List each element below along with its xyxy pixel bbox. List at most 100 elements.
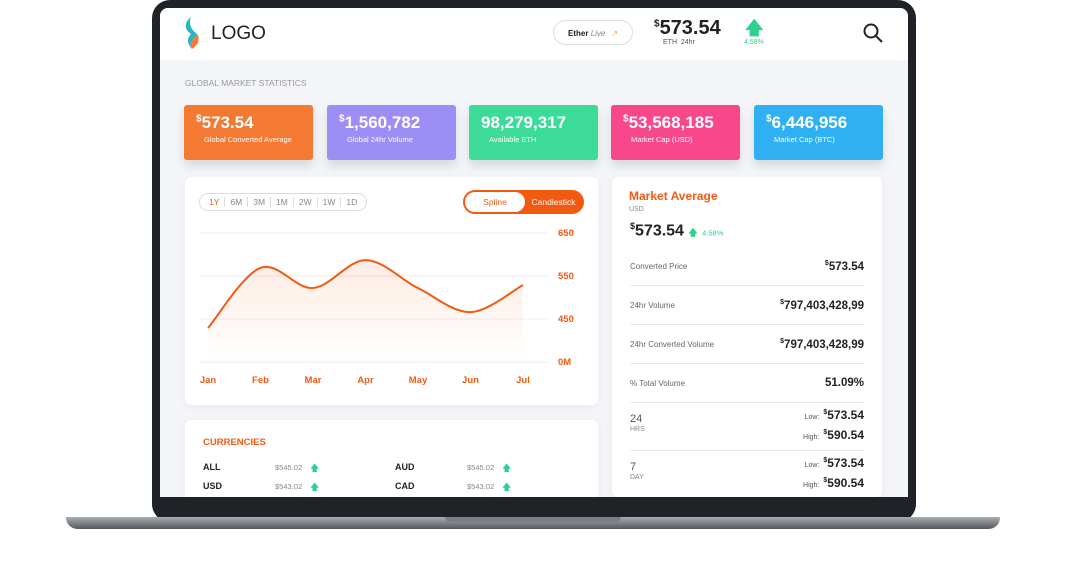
high-label: High: (803, 482, 820, 489)
line (207, 259, 524, 329)
market-title: Market Average (629, 189, 718, 203)
card-value: 98,279,317 (481, 113, 598, 133)
toggle-candlestick[interactable]: Candlestick (531, 197, 576, 207)
search-icon[interactable] (863, 23, 883, 43)
row-value: $797,403,428,99 (780, 338, 864, 351)
ticker-label: Ether (568, 29, 589, 38)
x-tick-label: Feb (252, 375, 269, 386)
low-label: Low: (804, 462, 820, 469)
header-price: $573.54 (654, 17, 721, 40)
card-label: Global Converted Average (204, 135, 292, 144)
section-title: GLOBAL MARKET STATISTICS (185, 78, 307, 88)
period-unit: HRS (630, 426, 645, 433)
x-tick-label: May (409, 375, 428, 386)
range-button[interactable]: 1Y (204, 197, 226, 207)
card-value: $53,568,185 (623, 113, 740, 133)
x-tick-label: Apr (357, 375, 374, 386)
toggle-spline[interactable]: Spline (465, 192, 525, 212)
laptop-base (66, 517, 1000, 529)
currency-price: $543.02 (275, 482, 303, 491)
currencies-title: CURRENCIES (203, 437, 266, 448)
up-arrow: 🡅 (310, 463, 320, 473)
laptop-notch (445, 517, 621, 522)
row-number: 573.54 (828, 260, 864, 273)
range-selector: 1Y 6M 3M 1M 2W 1W 1D (199, 193, 368, 211)
market-currency: USD (629, 206, 644, 213)
up-arrow: 🡅 (688, 227, 698, 238)
low-label: Low: (804, 414, 820, 421)
currency-price: $543.02 (467, 482, 495, 491)
row-value: 51.09% (825, 377, 864, 389)
chart-panel: 1Y 6M 3M 1M 2W 1W 1D Spline Candlestick 650 550… (185, 177, 598, 405)
row-label: 24hr Volume (630, 300, 675, 310)
card-symbol: $ (766, 113, 772, 125)
ticker-pill[interactable]: Ether Live ↗ (553, 20, 633, 45)
x-tick-label: Jul (516, 375, 530, 386)
row-number: 797,403,428,99 (784, 299, 864, 312)
unit: ETH (663, 39, 677, 46)
range-button[interactable]: 3M (248, 197, 272, 207)
price: 573.54 (635, 222, 684, 240)
range-button[interactable]: 1M (271, 197, 294, 207)
card-number: 573.54 (201, 113, 254, 132)
up-arrow: 🡅 (502, 482, 512, 492)
low-symbol: $ (823, 457, 828, 464)
market-row: % Total Volume 51.09% (630, 364, 864, 403)
price-symbol: $ (654, 18, 660, 30)
row-symbol: $ (780, 298, 785, 306)
high-symbol: $ (823, 477, 828, 484)
high-label: High: (803, 434, 820, 441)
period-unit: DAY (630, 474, 644, 481)
range-button[interactable]: 2W (294, 197, 318, 207)
card-number: 53,568,185 (628, 113, 714, 132)
card-label: Market Cap (BTC) (774, 135, 835, 144)
card-label: Available ETH (489, 135, 537, 144)
card-symbol: $ (623, 113, 629, 125)
y-tick-label: 550 (558, 271, 574, 282)
card-number: 98,279,317 (481, 113, 567, 132)
high-symbol: $ (823, 429, 828, 436)
row-value: $573.54 (825, 260, 864, 273)
row-label: 24hr Converted Volume (630, 339, 715, 349)
currencies-panel: CURRENCIES ALL $545.02 🡅 AUD $545.02 🡅 USD $543… (185, 420, 598, 497)
period-row: 24 HRS Low:$573.54 High:$590.54 (630, 403, 864, 451)
market-price: $573.54 🡅 4.58% (630, 221, 723, 241)
logo-icon (185, 17, 199, 49)
row-symbol: $ (824, 259, 829, 267)
x-tick-label: Jun (462, 375, 479, 386)
x-tick-label: Jan (200, 375, 217, 386)
currency-code: USD (203, 481, 223, 491)
range-button[interactable]: 6M (225, 197, 249, 207)
up-arrow: 🡅 (310, 482, 320, 492)
range-button[interactable]: 1W (318, 197, 342, 207)
market-symbol: $ (630, 221, 636, 231)
period-high: High:$590.54 (803, 428, 864, 442)
period-row: 7 DAY Low:$573.54 High:$590.54 (630, 451, 864, 497)
high-value: 590.54 (827, 476, 864, 490)
row-value: $797,403,428,99 (780, 299, 864, 312)
row-label: % Total Volume (630, 378, 685, 388)
market-row: Converted Price $573.54 (630, 247, 864, 286)
currency-price: $545.02 (467, 463, 495, 472)
row-label: Converted Price (630, 261, 688, 271)
card-symbol: $ (339, 113, 345, 125)
market-row: 24hr Converted Volume $797,403,428,99 (630, 325, 864, 364)
period-high: High:$590.54 (803, 476, 864, 490)
price: 573.54 (659, 17, 721, 39)
y-tick-label: 450 (558, 314, 574, 325)
price-unit: ETH 24hr (663, 39, 695, 46)
currency-price: $545.02 (275, 463, 303, 472)
line-area (208, 260, 523, 362)
chart: 650 550 450 0M Jan Feb Mar Apr May Jun Jul (200, 228, 574, 386)
change: 4.58% (744, 39, 764, 46)
low-value: 573.54 (827, 408, 864, 422)
view-toggle: Spline Candlestick (463, 190, 584, 214)
row-number: 51.09% (824, 377, 864, 389)
range-button[interactable]: 1D (346, 197, 358, 207)
ticker-live: Live (590, 29, 606, 38)
market-panel: Market Average USD $573.54 🡅 4.58% Conve… (612, 177, 882, 497)
low-value: 573.54 (827, 456, 864, 470)
period: 24hr (680, 39, 695, 46)
card-value: $1,560,782 (339, 113, 456, 133)
